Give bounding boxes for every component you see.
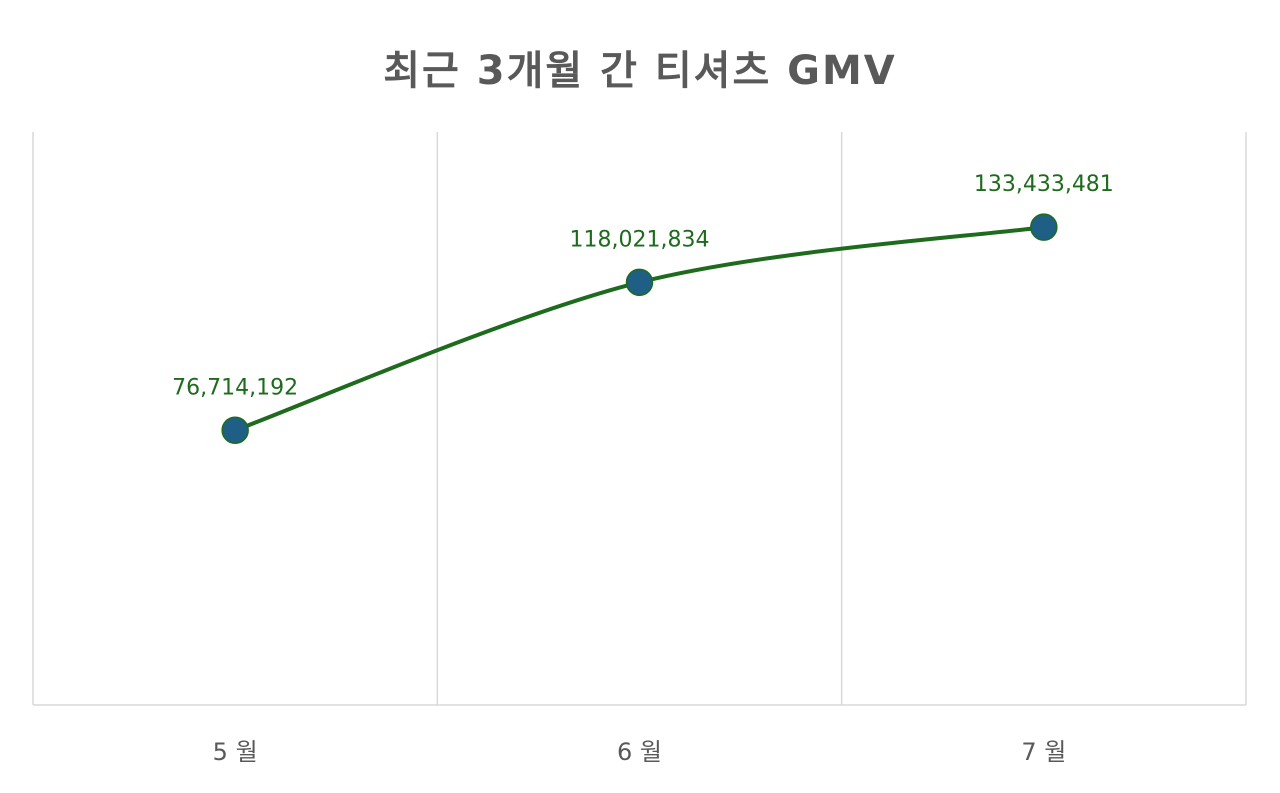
data-point-marker [625, 268, 654, 297]
data-point-marker [1030, 213, 1058, 241]
data-label: 76,714,192 [172, 375, 298, 400]
data-label: 133,433,481 [974, 172, 1114, 197]
series-line [233, 225, 1046, 433]
x-tick-label: 5 월 [213, 738, 258, 766]
x-tick-label: 6 월 [617, 738, 662, 766]
data-labels: 76,714,192 118,021,834 133,433,481 [172, 172, 1114, 400]
chart-title: 최근 3개월 간 티셔츠 GMV [383, 48, 897, 94]
data-point-marker [221, 416, 249, 445]
gridlines [32, 132, 1247, 706]
data-label: 118,021,834 [570, 227, 710, 252]
x-axis-ticks: 5 월 6 월 7 월 [213, 738, 1067, 766]
series-group [221, 213, 1058, 445]
x-tick-label: 7 월 [1021, 738, 1066, 766]
